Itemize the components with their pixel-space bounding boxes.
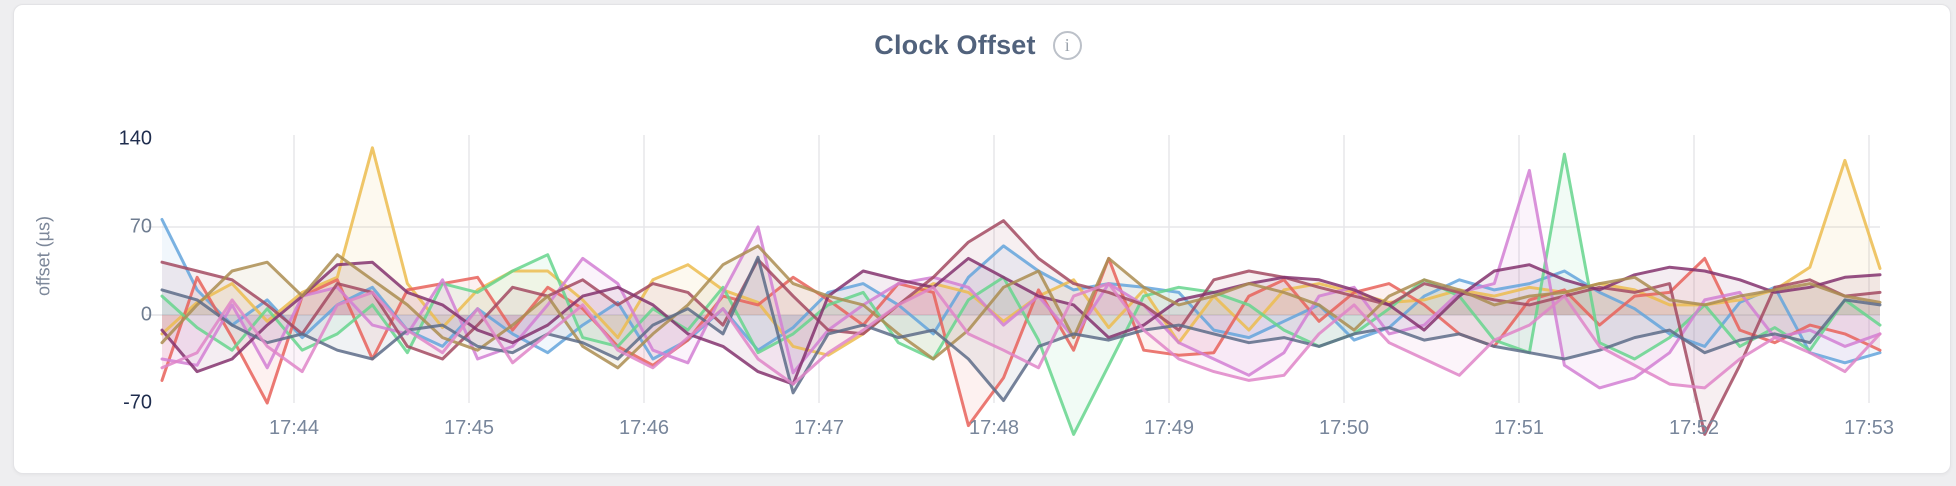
series-area-series-9 bbox=[162, 257, 1880, 401]
series-line-series-7 bbox=[160, 256, 1882, 386]
series-area-series-1 bbox=[162, 219, 1880, 363]
series-line-series-8 bbox=[160, 244, 1882, 370]
chart-header: Clock Offset i bbox=[0, 30, 1956, 61]
page-title: Clock Offset bbox=[874, 30, 1036, 60]
series-line-series-5 bbox=[160, 168, 1882, 390]
series-line-series-10 bbox=[160, 282, 1882, 390]
chart-card bbox=[13, 4, 1951, 474]
series-area-series-5 bbox=[162, 170, 1880, 388]
info-icon[interactable]: i bbox=[1052, 31, 1082, 60]
series-line-series-9 bbox=[160, 255, 1882, 402]
series-lines bbox=[160, 146, 1882, 436]
series-area-series-3 bbox=[162, 258, 1880, 426]
series-area-series-6 bbox=[162, 220, 1880, 435]
